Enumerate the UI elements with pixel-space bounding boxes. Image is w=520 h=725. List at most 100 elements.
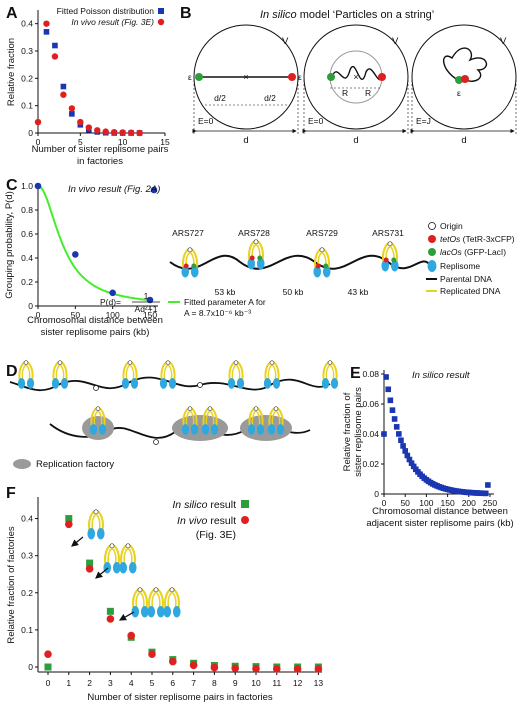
a-poisson-point [69,111,75,117]
d-origin-top-a [93,385,99,391]
c-invivo-point [34,182,42,190]
d-factory-1 [172,415,228,441]
replicated-dna [317,251,327,271]
c-ars-2: ARS728 [238,228,270,238]
f-xtick-label: 12 [293,678,303,688]
replisome [313,266,322,278]
b-r-label-a: R [342,88,348,98]
e-ytick-label: 0.08 [362,369,379,379]
f-xtick-label: 7 [191,678,196,688]
f-invivo-point [231,664,239,673]
diagram-b: V ε ε × d/2 d/2 d E=0 V × R R d E=0 V [188,24,517,146]
replisome [272,378,281,389]
legend-origin: Origin [440,221,463,231]
panel-d-letter: D [6,363,18,380]
replicated-dna [151,591,161,611]
replisome [256,424,265,435]
replisome [60,378,69,389]
c-xtick-label: 100 [106,310,120,320]
replisome [51,378,60,389]
a-ytick-label: 0.3 [21,46,33,56]
origin [109,543,115,549]
c-formula-den: Ad²+1 [135,304,158,314]
d-fork-top-1 [51,360,69,389]
e-point [485,482,491,488]
panel-e-letter: E [350,365,361,382]
b-energy-2: E=0 [308,116,324,126]
origin [125,543,131,549]
origin [207,406,213,411]
replisome [89,424,98,435]
e-point [389,407,396,413]
a-invivo-point [77,118,84,126]
f-illus-3b [147,587,165,618]
c-formula-lhs: P(d)= [100,297,121,307]
replisome [263,378,272,389]
a-poisson-point [52,42,58,49]
c-ars-3: ARS729 [306,228,338,238]
d-factory-legend-icon [13,459,31,469]
d-fork-fac [267,406,285,435]
e-ytick-label: 0.06 [362,399,379,409]
origin [187,406,193,411]
replisome [87,528,96,540]
f-invivo-point [293,665,302,673]
f-illus-3c [163,587,181,618]
e-ytick-label: 0.02 [362,459,379,469]
legend-tet: tetOs (TetR-3xCFP) [440,234,515,244]
chart-e-xlabel-2: adjacent sister replisome pairs (kb) [366,518,513,529]
replisome [227,378,236,389]
origin [387,241,393,247]
origin [187,247,193,253]
a-invivo-point [94,127,101,134]
chart-a-ylabel: Relative fraction [6,38,17,106]
chart-c-fit-curve [37,185,151,302]
replicated-dna [185,410,195,428]
replicated-dna [125,364,135,382]
replicated-dna [93,410,103,428]
b-eps-1b: ε [298,72,302,82]
f-xtick-label: 4 [129,678,134,688]
e-xtick-label: 250 [483,498,497,508]
e-xtick-label: 200 [462,498,476,508]
b-volume-label-1: V [282,36,289,47]
b-eps-3: ε [457,88,461,98]
replisome [276,424,285,435]
f-xtick-label: 2 [87,678,92,688]
a-invivo-point [85,124,93,131]
f-ytick-label: 0.2 [21,588,33,598]
b-half-1a: d/2 [214,93,226,103]
legend-f-insilico: In silico result [172,499,236,511]
e-point [387,397,394,404]
chart-e-xlabel-1: Chromosomal distance between [372,506,508,517]
replisome [112,562,121,574]
a-xtick-label: 0 [36,137,41,147]
b-center-1: × [243,72,248,82]
replicated-dna [135,591,145,611]
f-ytick-label: 0.3 [21,551,33,561]
f-ytick-label: 0.1 [21,625,33,635]
replicated-dna [325,364,335,382]
replicated-dna [163,364,173,382]
legend-lac-icon [428,248,436,256]
replisome [121,378,130,389]
legend-replisome: Replisome [440,261,480,271]
c-xtick-label: 150 [143,310,157,320]
c-ytick-label: 0 [28,301,33,311]
replicated-dna [267,364,277,382]
c-ytick-label: 0.6 [21,229,33,239]
f-illus-1 [87,509,105,540]
panel-a-letter: A [6,5,18,22]
e-point [391,416,398,422]
chart-a: 0 5 10 15 0 0.1 0.2 0.3 0.4 Relative fraction Nu… [6,6,170,167]
origin [23,360,29,365]
f-xtick-label: 10 [251,678,261,688]
tetos [183,263,189,269]
legend-parental: Parental DNA [440,274,492,284]
d-fork-top-5 [263,360,281,389]
f-arrow-2 [95,567,109,579]
c-ars-1: ARS727 [172,228,204,238]
chart-e-title: In silico result [412,370,470,381]
replisome [103,562,112,574]
chart-e-ylabel-2: sister replisome pairs [353,387,364,477]
